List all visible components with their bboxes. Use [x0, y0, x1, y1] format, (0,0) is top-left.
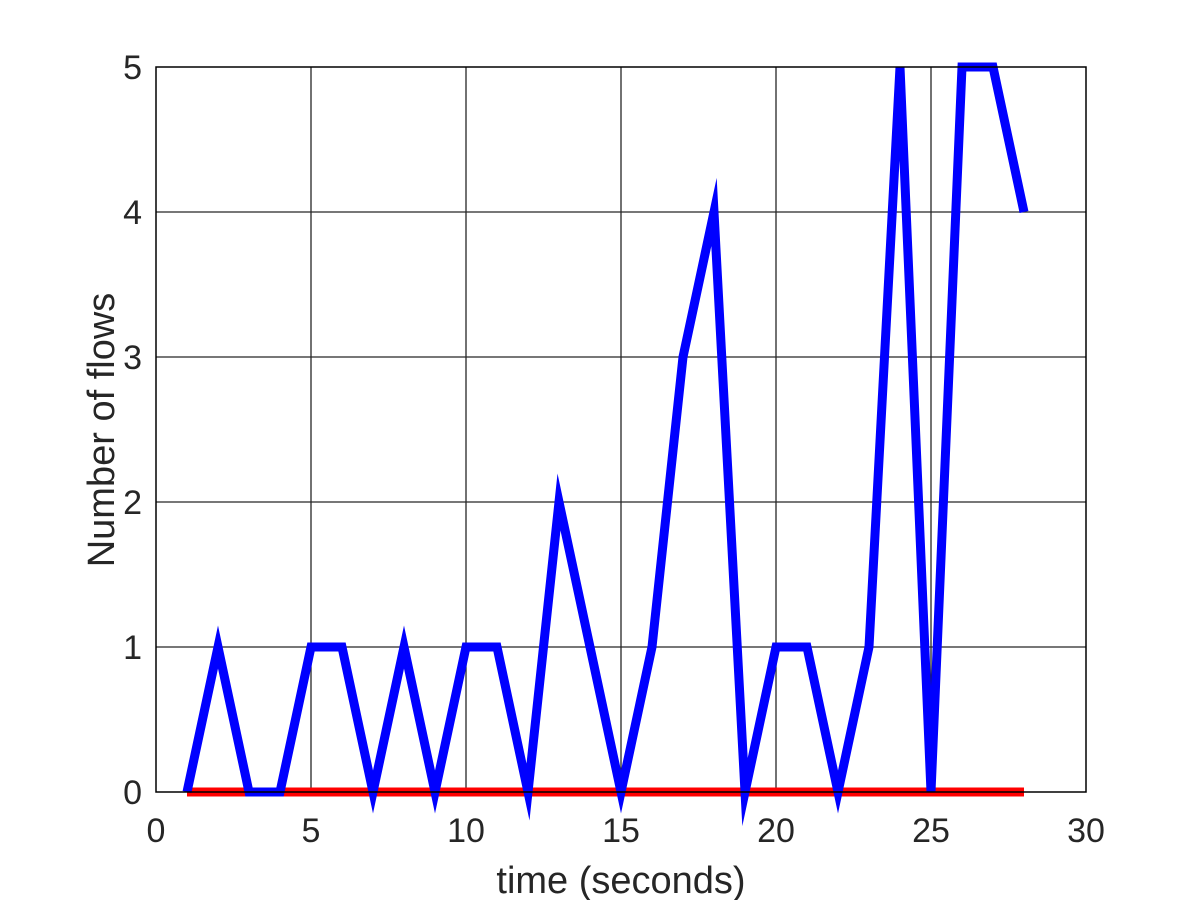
tick-labels: 0 5 10 15 20 25 30 0 1 2 3 4 5: [123, 49, 1105, 850]
y-tick-label: 0: [123, 774, 142, 812]
x-tick-label: 10: [447, 812, 485, 850]
x-tick-label: 15: [602, 812, 640, 850]
y-tick-label: 5: [123, 49, 142, 87]
y-axis-title: Number of flows: [81, 293, 123, 568]
y-tick-label: 1: [123, 629, 142, 667]
x-tick-label: 20: [757, 812, 795, 850]
x-axis-title: time (seconds): [496, 860, 745, 900]
y-tick-label: 3: [123, 339, 142, 377]
x-tick-label: 0: [147, 812, 166, 850]
x-tick-label: 30: [1067, 812, 1105, 850]
series-line-1: [182, 62, 1029, 827]
axes-box: [155, 66, 1087, 793]
x-tick-label: 25: [912, 812, 950, 850]
y-tick-label: 4: [123, 194, 142, 232]
x-tick-label: 5: [302, 812, 321, 850]
y-tick-label: 2: [123, 484, 142, 522]
